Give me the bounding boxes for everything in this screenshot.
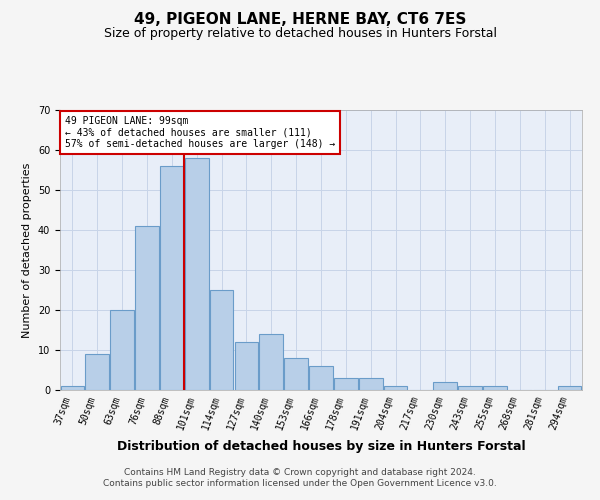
Bar — [160, 166, 184, 390]
Bar — [359, 378, 383, 390]
Bar — [185, 158, 209, 390]
Bar — [384, 386, 407, 390]
Bar — [259, 334, 283, 390]
Bar — [235, 342, 258, 390]
Text: Size of property relative to detached houses in Hunters Forstal: Size of property relative to detached ho… — [104, 28, 497, 40]
Bar — [284, 358, 308, 390]
Bar — [135, 226, 159, 390]
Bar — [110, 310, 134, 390]
Text: 49, PIGEON LANE, HERNE BAY, CT6 7ES: 49, PIGEON LANE, HERNE BAY, CT6 7ES — [134, 12, 466, 28]
Bar — [309, 366, 333, 390]
Bar — [85, 354, 109, 390]
Bar — [61, 386, 84, 390]
Bar — [483, 386, 507, 390]
Text: 49 PIGEON LANE: 99sqm
← 43% of detached houses are smaller (111)
57% of semi-det: 49 PIGEON LANE: 99sqm ← 43% of detached … — [65, 116, 335, 149]
Y-axis label: Number of detached properties: Number of detached properties — [22, 162, 32, 338]
X-axis label: Distribution of detached houses by size in Hunters Forstal: Distribution of detached houses by size … — [116, 440, 526, 452]
Bar — [458, 386, 482, 390]
Bar — [433, 382, 457, 390]
Bar — [334, 378, 358, 390]
Text: Contains HM Land Registry data © Crown copyright and database right 2024.
Contai: Contains HM Land Registry data © Crown c… — [103, 468, 497, 487]
Bar — [558, 386, 581, 390]
Bar — [210, 290, 233, 390]
